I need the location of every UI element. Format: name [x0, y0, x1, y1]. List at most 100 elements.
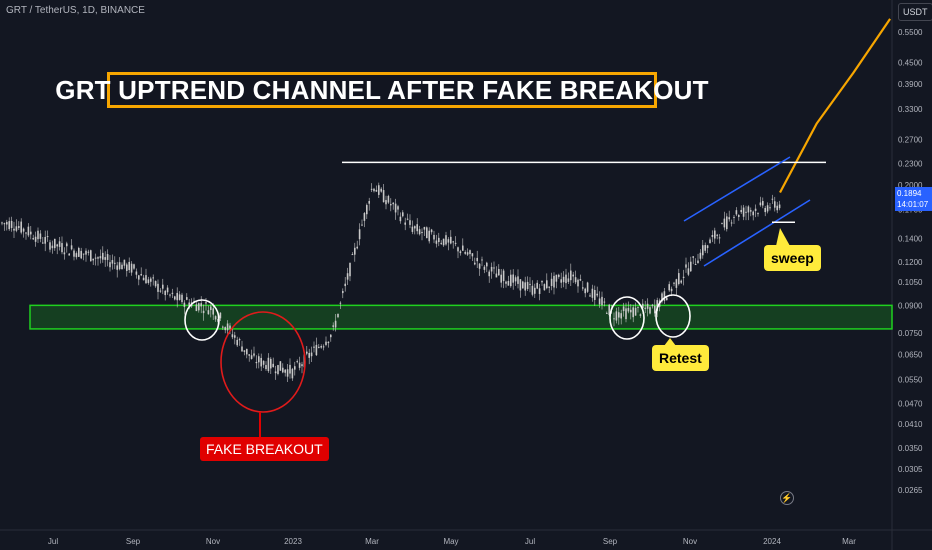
- price-tick-label: 0.3300: [898, 105, 923, 114]
- currency-button[interactable]: USDT: [898, 3, 932, 21]
- candle-body: [498, 269, 500, 276]
- candle-body: [231, 334, 234, 338]
- price-tick-label: 0.0410: [898, 420, 923, 429]
- candle-body: [562, 276, 565, 283]
- candle-body: [738, 215, 740, 217]
- candle-body: [646, 303, 649, 309]
- candle-body: [714, 230, 716, 239]
- candle-body: [198, 303, 200, 311]
- candle-body: [178, 294, 181, 300]
- candle-body: [394, 203, 397, 213]
- candle-body: [49, 242, 51, 250]
- candle-body: [514, 277, 517, 282]
- candle-body: [574, 277, 577, 283]
- candle-body: [733, 216, 735, 218]
- candle-body: [745, 211, 747, 213]
- candle-body: [757, 213, 759, 215]
- candle-body: [82, 253, 85, 255]
- candle-body: [728, 217, 730, 220]
- candle-body: [44, 236, 46, 244]
- candle-body: [517, 276, 519, 284]
- candle-body: [682, 276, 685, 278]
- candle-body: [344, 283, 346, 287]
- candle-body: [73, 250, 75, 257]
- candle-body: [166, 287, 169, 293]
- candle-body: [478, 263, 481, 269]
- candle-body: [390, 204, 392, 206]
- candle-body: [546, 280, 548, 289]
- candle-body: [776, 205, 778, 211]
- retest-label: Retest: [652, 345, 709, 371]
- candle-body: [277, 365, 279, 374]
- candle-body: [130, 263, 133, 273]
- candle-body: [620, 313, 622, 319]
- candle-body: [399, 216, 402, 222]
- candle-body: [538, 288, 541, 294]
- symbol-label[interactable]: GRT / TetherUS, 1D, BINANCE: [6, 5, 145, 16]
- candle-body: [20, 221, 22, 233]
- candle-body: [402, 212, 404, 217]
- candle-body: [687, 268, 690, 275]
- candle-body: [663, 291, 666, 301]
- candle-body: [769, 207, 771, 209]
- candle-body: [282, 367, 284, 373]
- candle-body: [411, 226, 414, 232]
- candle-body: [709, 239, 711, 244]
- candle-body: [428, 230, 430, 242]
- candle-body: [46, 236, 49, 238]
- candle-body: [675, 279, 678, 288]
- candle-body: [286, 369, 289, 377]
- candle-body: [58, 241, 61, 247]
- time-tick-label: 2023: [284, 537, 302, 546]
- candle-body: [332, 325, 334, 327]
- candle-body: [582, 287, 584, 289]
- candle-body: [670, 288, 673, 292]
- candle-body: [711, 235, 714, 237]
- candle-body: [104, 257, 106, 260]
- candle-body: [219, 312, 222, 319]
- candle-body: [375, 189, 378, 192]
- candle-body: [147, 279, 150, 283]
- candle-body: [601, 296, 603, 306]
- time-tick-label: Sep: [126, 537, 141, 546]
- candle-body: [697, 260, 699, 264]
- candle-body: [750, 210, 752, 212]
- candle-body: [716, 234, 718, 236]
- candle-body: [15, 226, 18, 231]
- candle-body: [625, 308, 627, 320]
- candle-body: [579, 279, 582, 281]
- lightning-icon[interactable]: ⚡: [780, 491, 794, 505]
- price-tick-label: 0.0350: [898, 444, 923, 453]
- candle-body: [685, 264, 687, 268]
- candle-body: [145, 275, 147, 284]
- current-price-tag: 0.1894 14:01:07: [895, 187, 932, 211]
- candle-body: [270, 358, 272, 369]
- candle-body: [649, 307, 651, 314]
- candle-body: [464, 252, 466, 254]
- time-tick-label: Jul: [48, 537, 58, 546]
- candle-body: [661, 293, 663, 302]
- candle-body: [598, 298, 601, 305]
- candle-body: [505, 281, 507, 284]
- candle-body: [238, 339, 241, 341]
- candle-body: [507, 281, 510, 286]
- candle-body: [471, 253, 474, 257]
- candle-body: [78, 247, 80, 257]
- price-tick-label: 0.1050: [898, 278, 923, 287]
- candle-body: [298, 362, 301, 368]
- candle-body: [457, 247, 459, 252]
- candle-body: [325, 341, 327, 345]
- candle-body: [94, 257, 97, 259]
- candle-body: [63, 252, 66, 255]
- candle-body: [366, 205, 368, 215]
- candle-body: [442, 238, 445, 246]
- candle-body: [702, 245, 704, 256]
- candle-body: [188, 302, 190, 307]
- candle-body: [380, 188, 382, 192]
- candle-body: [212, 308, 214, 315]
- candle-body: [6, 222, 8, 225]
- candle-body: [346, 273, 349, 280]
- candle-body: [603, 301, 606, 303]
- candle-body: [318, 346, 320, 348]
